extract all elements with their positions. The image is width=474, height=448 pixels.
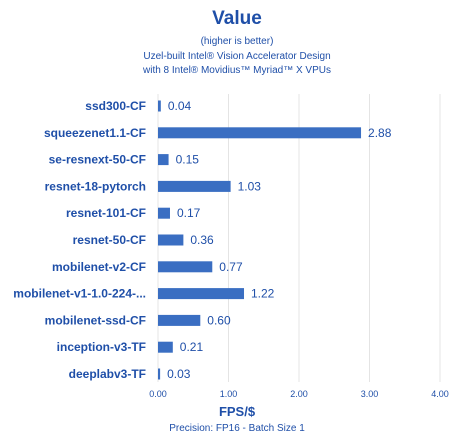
bar xyxy=(158,100,161,112)
category-label: ssd300-CF xyxy=(85,99,146,113)
chart-footnote: Precision: FP16 - Batch Size 1 xyxy=(169,423,305,434)
value-label: 0.77 xyxy=(219,260,243,274)
category-label: mobilenet-v2-CF xyxy=(52,260,146,274)
bar xyxy=(158,180,231,192)
value-label: 0.36 xyxy=(190,233,214,247)
x-tick-label: 1.00 xyxy=(220,389,238,399)
bar xyxy=(158,314,201,326)
chart-subtitle-line-1: (higher is better) xyxy=(200,36,274,47)
category-label: se-resnext-50-CF xyxy=(49,153,146,167)
value-label: 1.03 xyxy=(238,179,262,193)
bar xyxy=(158,261,213,273)
x-axis-label: FPS/$ xyxy=(218,404,256,419)
value-label: 0.03 xyxy=(167,367,191,381)
bar xyxy=(158,368,161,380)
value-label: 0.15 xyxy=(176,153,200,167)
value-label: 0.17 xyxy=(177,206,201,220)
category-label: squeezenet1.1-CF xyxy=(44,126,146,140)
bar xyxy=(158,288,245,300)
value-label: 1.22 xyxy=(251,287,275,301)
x-tick-label: 0.00 xyxy=(149,389,167,399)
category-label: inception-v3-TF xyxy=(57,340,146,354)
bar xyxy=(158,341,173,353)
category-label: resnet-18-pytorch xyxy=(45,179,146,193)
x-tick-label: 3.00 xyxy=(361,389,379,399)
bar xyxy=(158,234,184,246)
x-tick-label: 4.00 xyxy=(431,389,449,399)
category-label: deeplabv3-TF xyxy=(69,367,146,381)
category-label: mobilenet-v1-1.0-224-... xyxy=(13,287,146,301)
x-tick-label: 2.00 xyxy=(290,389,308,399)
value-label: 0.04 xyxy=(168,99,192,113)
bar xyxy=(158,154,169,166)
chart-subtitle-line-2: Uzel-built Intel® Vision Accelerator Des… xyxy=(143,51,331,62)
value-label: 0.60 xyxy=(207,313,231,327)
category-label: resnet-101-CF xyxy=(66,206,146,220)
bar xyxy=(158,127,362,139)
value-label: 2.88 xyxy=(368,126,392,140)
bar xyxy=(158,207,170,219)
value-label: 0.21 xyxy=(180,340,204,354)
category-label: mobilenet-ssd-CF xyxy=(45,313,146,327)
category-label: resnet-50-CF xyxy=(73,233,146,247)
chart-subtitle-line-3: with 8 Intel® Movidius™ Myriad™ X VPUs xyxy=(143,65,331,76)
chart-title: Value xyxy=(212,8,262,29)
